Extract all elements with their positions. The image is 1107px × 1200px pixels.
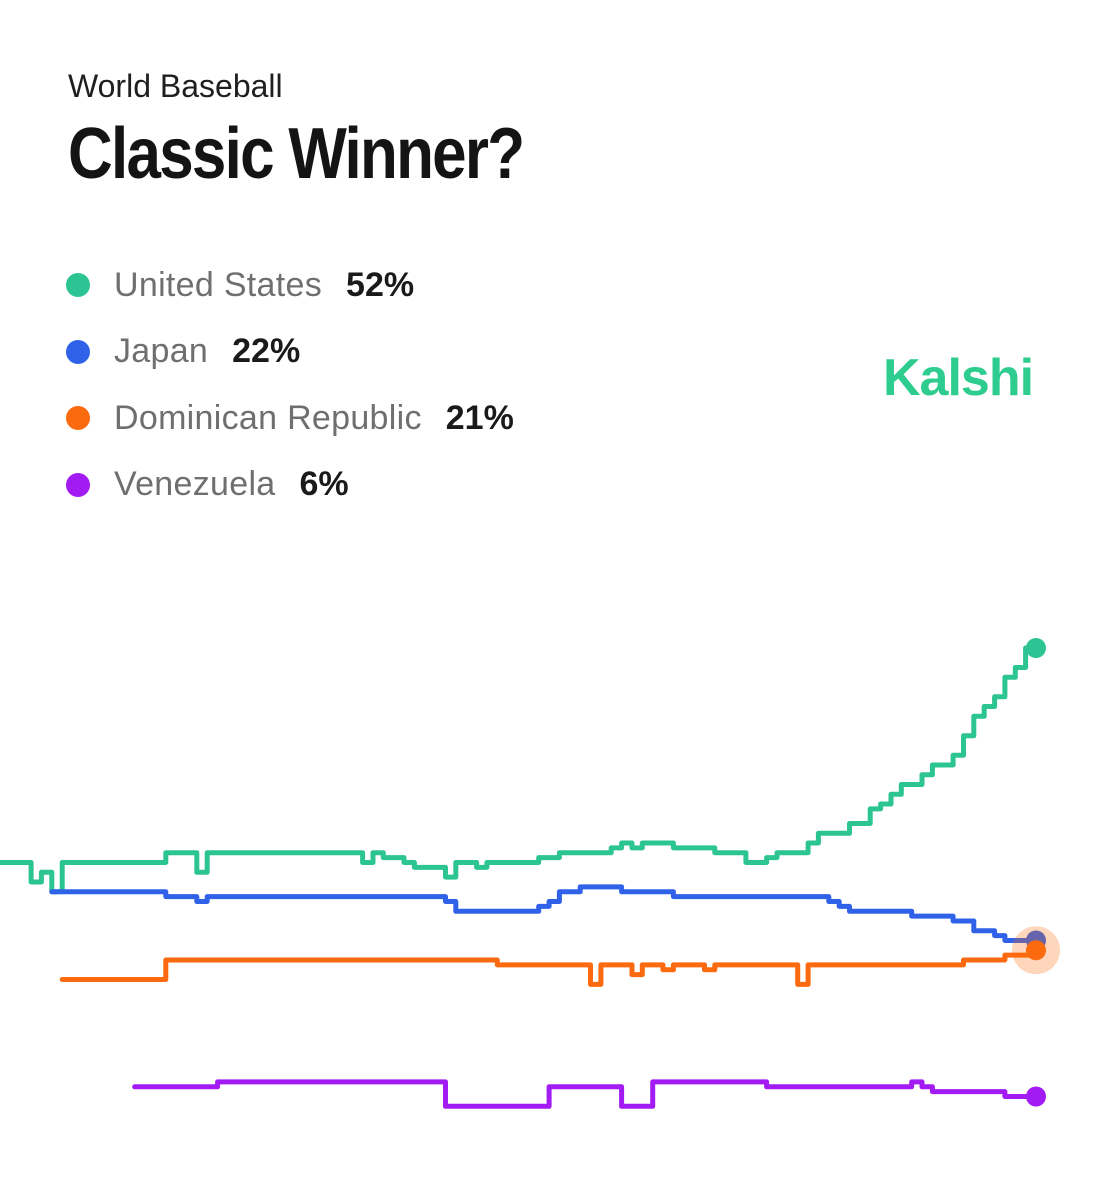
endpoint-dot-united-states	[1026, 638, 1046, 658]
series-line-united-states	[0, 645, 1039, 895]
legend-label: Japan	[114, 332, 209, 371]
legend-swatch	[66, 472, 90, 497]
legend-swatch	[66, 406, 90, 431]
legend-item-japan: Japan 22%	[66, 319, 514, 386]
chart-subtitle: World Baseball	[68, 68, 283, 104]
legend-value: 52%	[346, 265, 415, 304]
series-line-japan	[49, 884, 1039, 943]
chart-title: Classic Winner?	[68, 114, 525, 194]
legend-item-venezuela: Venezuela 6%	[66, 452, 514, 519]
legend-value: 22%	[232, 332, 301, 371]
legend-value: 6%	[299, 465, 349, 504]
legend-swatch	[66, 273, 90, 298]
legend-item-dominican-republic: Dominican Republic 21%	[66, 385, 514, 452]
legend-value: 21%	[445, 398, 514, 437]
legend-item-united-states: United States 52%	[66, 252, 514, 319]
line-chart	[0, 638, 1060, 1109]
endpoint-dot-venezuela	[1026, 1086, 1046, 1107]
legend: United States 52% Japan 22% Dominican Re…	[66, 252, 514, 518]
legend-swatch	[66, 339, 90, 364]
legend-label: Venezuela	[114, 465, 276, 504]
header: World Baseball Classic Winner?	[68, 66, 598, 196]
kalshi-logo: Kalshi	[883, 349, 1034, 407]
series-line-dominican-republic	[59, 947, 1039, 987]
legend-label: Dominican Republic	[114, 398, 422, 437]
series-line-venezuela	[132, 1079, 1039, 1109]
endpoint-dot-dominican-republic	[1026, 940, 1046, 961]
legend-label: United States	[114, 265, 323, 304]
